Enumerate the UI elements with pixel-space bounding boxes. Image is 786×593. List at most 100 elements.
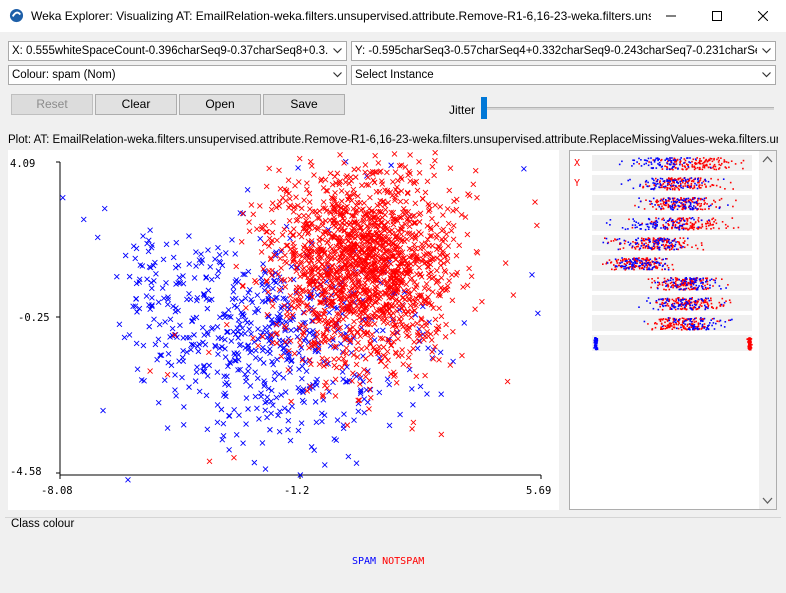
data-point[interactable] xyxy=(393,268,399,275)
data-point[interactable] xyxy=(367,321,373,328)
data-point[interactable] xyxy=(220,392,227,398)
data-point[interactable] xyxy=(364,297,371,303)
data-point[interactable] xyxy=(392,322,398,328)
data-point[interactable] xyxy=(312,348,319,355)
data-point[interactable] xyxy=(212,342,218,349)
data-point[interactable] xyxy=(375,160,382,166)
data-point[interactable] xyxy=(270,285,276,292)
data-point[interactable] xyxy=(327,250,334,256)
data-point[interactable] xyxy=(157,352,163,359)
data-point[interactable] xyxy=(275,318,281,324)
data-point[interactable] xyxy=(342,262,349,269)
data-point[interactable] xyxy=(326,389,332,395)
data-point[interactable] xyxy=(422,372,428,379)
data-point[interactable] xyxy=(356,397,363,404)
data-point[interactable] xyxy=(404,190,411,197)
data-point[interactable] xyxy=(389,242,396,248)
data-point[interactable] xyxy=(274,313,281,320)
data-point[interactable] xyxy=(344,378,350,385)
data-point[interactable] xyxy=(401,308,407,315)
data-point[interactable] xyxy=(332,220,339,227)
data-point[interactable] xyxy=(392,195,398,201)
data-point[interactable] xyxy=(392,349,399,356)
data-point[interactable] xyxy=(425,294,431,300)
data-point[interactable] xyxy=(158,352,165,358)
data-point[interactable] xyxy=(314,226,321,233)
data-point[interactable] xyxy=(311,447,318,454)
data-point[interactable] xyxy=(222,336,228,343)
data-point[interactable] xyxy=(116,321,123,328)
data-point[interactable] xyxy=(380,250,387,256)
data-point[interactable] xyxy=(252,309,258,316)
data-point[interactable] xyxy=(283,319,289,325)
data-point[interactable] xyxy=(219,262,226,269)
data-point[interactable] xyxy=(161,295,167,302)
data-point[interactable] xyxy=(255,336,262,343)
data-point[interactable] xyxy=(214,369,221,376)
data-point[interactable] xyxy=(294,333,301,340)
data-point[interactable] xyxy=(250,335,256,341)
data-point[interactable] xyxy=(384,376,391,383)
data-point[interactable] xyxy=(307,278,314,284)
data-point[interactable] xyxy=(361,366,367,373)
data-point[interactable] xyxy=(281,277,288,283)
data-point[interactable] xyxy=(219,436,226,443)
data-point[interactable] xyxy=(296,231,303,238)
data-point[interactable] xyxy=(400,361,407,368)
data-point[interactable] xyxy=(271,370,278,376)
data-point[interactable] xyxy=(257,235,264,242)
data-point[interactable] xyxy=(59,194,66,201)
data-point[interactable] xyxy=(357,249,363,256)
data-point[interactable] xyxy=(346,222,353,228)
data-point[interactable] xyxy=(245,290,252,296)
data-point[interactable] xyxy=(265,385,272,392)
data-point[interactable] xyxy=(363,274,370,281)
data-point[interactable] xyxy=(198,260,205,266)
data-point[interactable] xyxy=(337,212,344,218)
data-point[interactable] xyxy=(385,336,391,343)
jitter-slider-thumb[interactable] xyxy=(481,97,487,119)
data-point[interactable] xyxy=(320,185,327,191)
data-point[interactable] xyxy=(409,275,415,281)
data-point[interactable] xyxy=(134,366,141,373)
data-point[interactable] xyxy=(203,296,210,302)
data-point[interactable] xyxy=(442,333,449,340)
data-point[interactable] xyxy=(186,261,193,267)
data-point[interactable] xyxy=(442,287,449,293)
data-point[interactable] xyxy=(362,355,369,362)
data-point[interactable] xyxy=(429,215,435,222)
data-point[interactable] xyxy=(164,425,171,431)
data-point[interactable] xyxy=(246,286,253,293)
data-point[interactable] xyxy=(391,373,397,380)
data-point[interactable] xyxy=(262,325,269,331)
data-point[interactable] xyxy=(362,169,368,176)
data-point[interactable] xyxy=(406,223,413,230)
data-point[interactable] xyxy=(350,240,357,247)
attribute-scrollbar[interactable] xyxy=(759,151,776,509)
data-point[interactable] xyxy=(159,285,166,291)
data-point[interactable] xyxy=(445,243,452,249)
data-point[interactable] xyxy=(147,368,153,374)
data-point[interactable] xyxy=(321,363,327,369)
data-point[interactable] xyxy=(331,214,337,221)
data-point[interactable] xyxy=(376,355,383,361)
data-point[interactable] xyxy=(191,332,197,338)
data-point[interactable] xyxy=(365,244,371,251)
data-point[interactable] xyxy=(373,328,380,334)
data-point[interactable] xyxy=(470,181,477,188)
data-point[interactable] xyxy=(215,268,222,274)
data-point[interactable] xyxy=(297,337,303,343)
data-point[interactable] xyxy=(312,399,319,405)
data-point[interactable] xyxy=(146,323,153,330)
data-point[interactable] xyxy=(232,279,239,285)
data-point[interactable] xyxy=(269,200,276,206)
data-point[interactable] xyxy=(427,233,433,239)
data-point[interactable] xyxy=(201,293,208,299)
data-point[interactable] xyxy=(316,258,322,265)
data-point[interactable] xyxy=(324,318,331,324)
data-point[interactable] xyxy=(411,212,418,219)
data-point[interactable] xyxy=(267,256,274,263)
data-point[interactable] xyxy=(422,240,429,246)
data-point[interactable] xyxy=(412,298,419,305)
data-point[interactable] xyxy=(148,285,155,292)
